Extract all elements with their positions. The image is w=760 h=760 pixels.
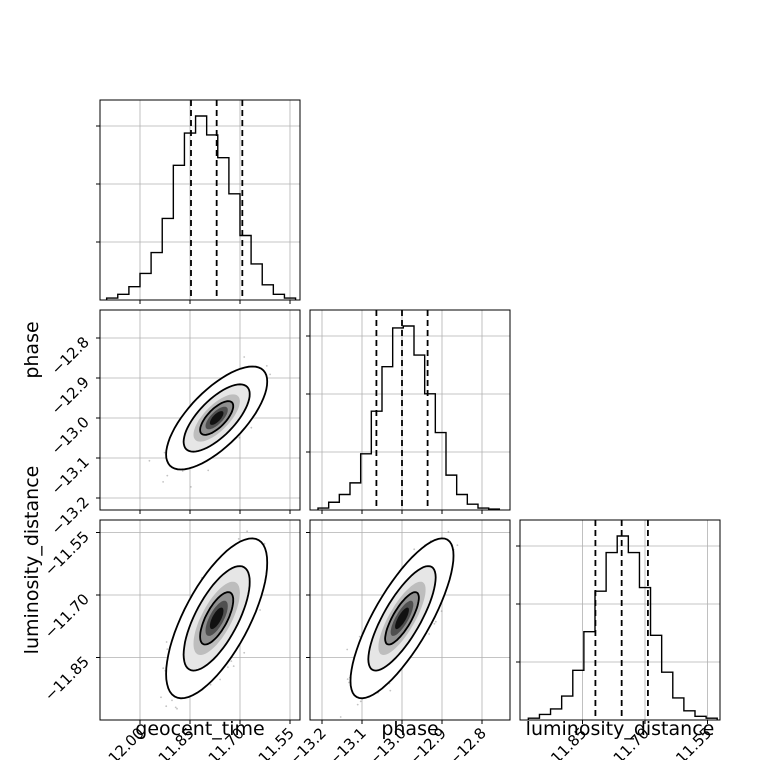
sample-point: [160, 696, 162, 699]
panel-content: [100, 520, 300, 720]
density-level-5: [209, 411, 224, 425]
sample-point: [162, 667, 165, 670]
sample-point: [171, 699, 173, 702]
sample-point: [348, 681, 350, 684]
sample-point: [339, 716, 342, 718]
sample-point: [162, 481, 165, 483]
sample-point: [174, 706, 177, 709]
contour-2: [165, 365, 269, 471]
scatter-panel-geocent_time-phase: [96, 309, 301, 514]
sample-point: [163, 451, 166, 454]
contour-2: [165, 537, 269, 700]
sample-point: [176, 707, 178, 710]
scatter-panel-geocent_time-luminosity_distance: [96, 519, 301, 724]
sample-point: [166, 474, 169, 477]
panel-content: [100, 310, 300, 510]
hist-panel-phase: [306, 309, 511, 514]
contour-1: [182, 383, 251, 453]
contour-0: [199, 400, 235, 436]
sample-point: [265, 365, 268, 367]
histogram-geocent_time: [105, 115, 297, 300]
sample-point: [359, 700, 362, 703]
sample-point: [232, 665, 235, 667]
sample-point: [166, 648, 169, 650]
hist-panel-luminosity_distance: [516, 519, 721, 724]
panel-content: [310, 520, 510, 720]
sample-point: [207, 469, 210, 472]
sample-point: [434, 620, 437, 623]
sample-point: [263, 542, 266, 545]
panel-frame: [99, 519, 301, 721]
histogram-phase: [317, 325, 501, 510]
sample-point: [269, 373, 271, 376]
density-level-5: [209, 607, 224, 630]
sample-point: [148, 459, 151, 462]
hist-panel-geocent_time: [96, 99, 301, 304]
sample-point: [230, 660, 233, 662]
sample-point: [243, 651, 246, 654]
panel-frame: [99, 309, 301, 511]
sample-point: [181, 470, 184, 472]
sample-point: [259, 609, 261, 611]
sample-point: [413, 548, 416, 551]
panel-frame: [309, 309, 511, 511]
sample-point: [243, 356, 246, 358]
sample-point: [227, 666, 229, 668]
sample-point: [238, 436, 241, 439]
sample-point: [209, 683, 212, 686]
histogram-luminosity_distance: [527, 535, 718, 720]
panel-frame: [99, 99, 301, 301]
sample-point: [190, 486, 192, 488]
scatter-panel-phase-luminosity_distance: [306, 519, 511, 724]
sample-point: [356, 703, 359, 706]
sample-point: [433, 622, 436, 625]
sample-point: [250, 426, 253, 429]
panel-frame: [519, 519, 721, 721]
sample-point: [219, 678, 222, 681]
contour-1: [182, 565, 251, 672]
sample-point: [428, 633, 430, 635]
sample-point: [358, 635, 361, 638]
sample-point: [165, 641, 168, 643]
sample-point: [456, 544, 459, 547]
contour-0: [199, 591, 235, 646]
sample-point: [246, 530, 249, 533]
sample-point: [165, 705, 168, 708]
sample-point: [237, 538, 240, 540]
corner-panels: −12.00−11.85−11.70−11.55−13.2−13.1−13.0−…: [41, 99, 721, 760]
sample-point: [440, 610, 443, 612]
